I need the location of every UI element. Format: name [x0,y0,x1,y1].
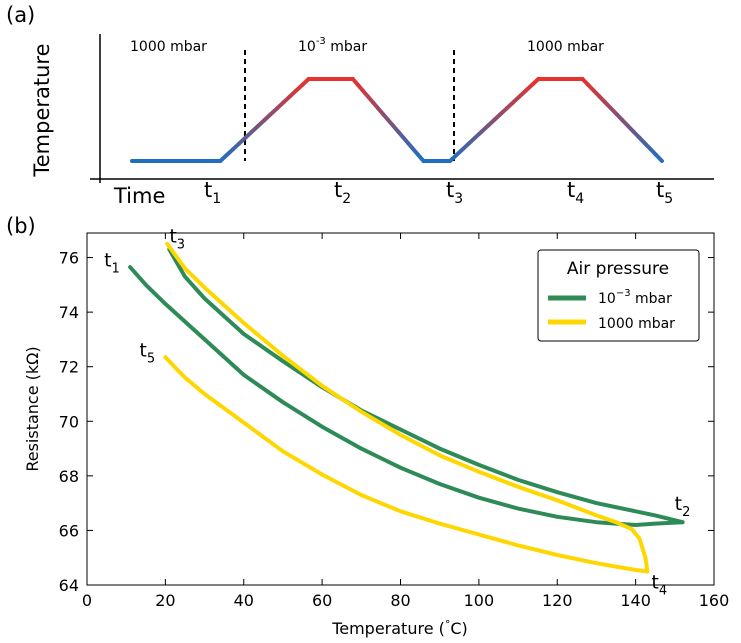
y-tick-label: 68 [59,467,79,486]
point-label-t2: t2 [675,493,691,520]
profile-segment [654,153,664,163]
legend-entry-atm: 1000 mbar [598,316,675,332]
panel-a: (a) Temperature Time 1000 mbar 10-3 mbar… [6,3,714,208]
temperature-profile [130,77,664,163]
panel-b-label: (b) [6,214,36,238]
pressure-label-3: 1000 mbar [527,39,604,55]
point-label-t3: t3 [169,226,185,253]
time-label-t4: t4 [567,178,584,207]
y-tick-label: 70 [59,412,79,431]
time-label-t1: t1 [204,178,221,207]
data-series [128,241,685,574]
legend-box [537,249,700,342]
time-label-t3: t3 [446,178,463,207]
legend: Air pressure 10−3 mbar 1000 mbar [537,249,700,342]
legend-title: Air pressure [567,259,669,279]
x-tick-label: 20 [155,591,175,610]
point-labels: t1 t3 t5 t2 t4 [104,226,690,599]
x-tick-label: 60 [312,591,332,610]
pressure-label-2: 10-3 mbar [298,36,367,55]
x-tick-label: 80 [390,591,410,610]
point-label-t5: t5 [139,340,155,367]
time-label-t5: t5 [656,178,673,207]
y-tick-label: 76 [59,249,79,268]
x-tick-label: 120 [542,591,573,610]
point-label-t1: t1 [104,249,120,276]
pressure-label-1: 1000 mbar [130,39,207,55]
y-tick-label: 66 [59,521,79,540]
axis-ticks: 0 20 40 60 80 100 120 140 160 64 66 68 70 72 74 76 [59,233,730,610]
y-tick-label: 72 [59,358,79,377]
panel-a-ylabel: Temperature [30,43,54,177]
x-tick-label: 160 [699,591,730,610]
x-tick-label: 40 [234,591,254,610]
panel-b: (b) 0 20 40 60 80 100 120 140 16064666870727476 … [6,214,729,638]
panel-b-ylabel: Resistance (kΩ) [23,346,42,471]
x-tick-label: 0 [82,591,92,610]
panel-b-xlabel: Temperature (°C) [331,618,468,638]
legend-entry-vacuum: 10−3 mbar [598,288,672,307]
panel-a-xlabel: Time [113,184,165,208]
x-tick-label: 140 [620,591,651,610]
y-tick-label: 64 [59,576,79,595]
time-label-t2: t2 [334,178,351,207]
series-atm-line [163,355,650,574]
x-tick-label: 100 [464,591,495,610]
series-atm-line [165,241,650,574]
panel-a-label: (a) [6,3,35,27]
series-vacuum-line [167,247,685,525]
series-vacuum-line [128,265,685,527]
point-label-t4: t4 [651,572,667,599]
y-tick-label: 74 [59,303,79,322]
